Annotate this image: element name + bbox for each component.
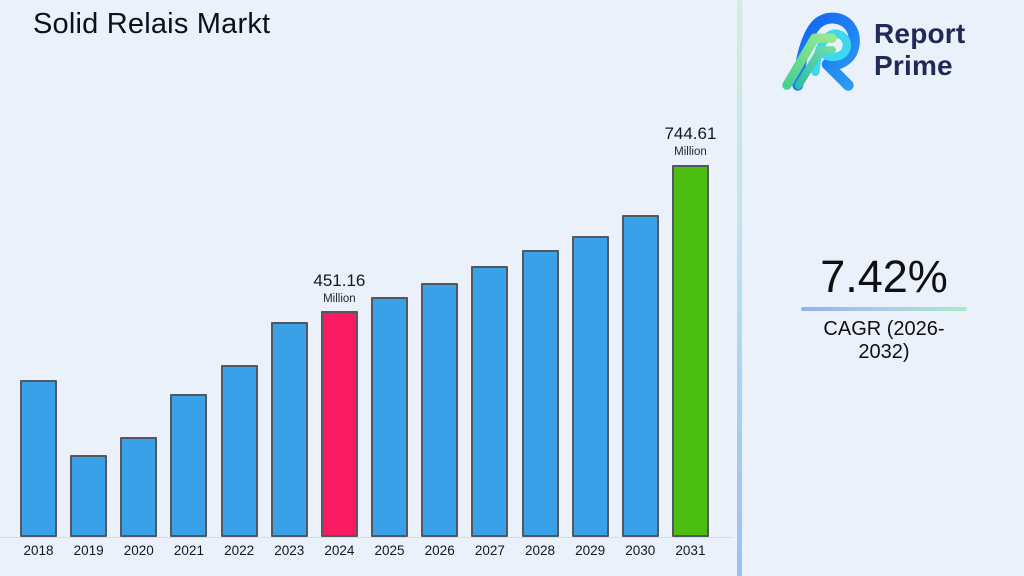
x-axis-line (0, 537, 733, 538)
bar-2024 (320, 311, 358, 537)
x-tick-2018: 2018 (23, 543, 54, 558)
cagr-label: CAGR (2026-2032) (823, 317, 945, 363)
x-tick-2020: 2020 (123, 543, 154, 558)
cagr-stat: 7.42% CAGR (2026-2032) (798, 252, 970, 364)
x-tick-2022: 2022 (224, 543, 255, 558)
x-tick-2025: 2025 (374, 543, 405, 558)
x-tick-2019: 2019 (73, 543, 104, 558)
cagr-value: 7.42% (820, 251, 948, 302)
bar-2020 (120, 437, 158, 537)
bar-2025 (371, 297, 409, 537)
bar-2031 (671, 165, 709, 537)
bar-2030 (621, 215, 659, 537)
report-prime-logo-icon (782, 12, 860, 91)
value-label-2024-unit: Million (323, 292, 356, 305)
bar-2026 (421, 283, 459, 537)
panel-divider (737, 0, 742, 576)
page-title: Solid Relais Markt (33, 8, 271, 40)
value-label-2024: 451.16 Million (313, 271, 366, 305)
x-tick-2029: 2029 (575, 543, 606, 558)
bar-2028 (521, 250, 559, 537)
x-tick-2024: 2024 (324, 543, 355, 558)
bar-2018 (20, 380, 57, 537)
cagr-underline (801, 306, 967, 311)
x-tick-2021: 2021 (173, 543, 204, 558)
value-label-2031-number: 744.61 (664, 124, 717, 144)
logo-text-line2: Prime (874, 50, 953, 81)
report-prime-logo-text: Report Prime (874, 18, 965, 82)
bar-2023 (270, 322, 308, 537)
report-prime-logo: Report Prime (781, 8, 965, 92)
bar-2027 (471, 266, 509, 537)
value-label-2031: 744.61 Million (664, 125, 716, 158)
value-label-2024-number: 451.16 (313, 271, 366, 291)
bar-2021 (170, 394, 208, 537)
x-tick-2031: 2031 (675, 543, 706, 558)
x-tick-2023: 2023 (274, 543, 305, 558)
bar-2029 (571, 236, 609, 537)
logo-text-line1: Report (874, 18, 966, 49)
value-label-2031-unit: Million (674, 146, 707, 159)
bar-2022 (220, 365, 258, 537)
x-tick-2026: 2026 (424, 543, 455, 558)
bar-chart: 451.16 Million 744.61 Million 2018 2019 20… (0, 125, 733, 558)
x-tick-2030: 2030 (625, 543, 656, 558)
x-tick-2027: 2027 (474, 543, 505, 558)
bar-2019 (70, 455, 108, 537)
x-tick-2028: 2028 (524, 543, 556, 558)
